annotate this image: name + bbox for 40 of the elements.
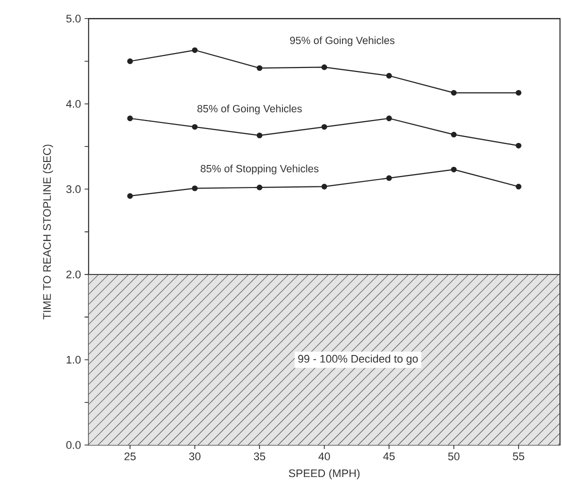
point xyxy=(386,72,392,79)
band-label: 99 - 100% Decided to go xyxy=(298,354,418,365)
point xyxy=(127,58,133,64)
y-tick-label: 1.0 xyxy=(66,356,81,364)
x-tick-label: 35 xyxy=(254,452,266,460)
point xyxy=(386,175,392,181)
point xyxy=(127,116,133,122)
point xyxy=(450,132,457,138)
point xyxy=(127,193,133,199)
y-tick-label: 3.0 xyxy=(66,185,81,194)
y-tick-label: 2.0 xyxy=(66,270,81,278)
x-tick-label: 50 xyxy=(448,452,460,460)
point xyxy=(256,184,262,190)
series-label: 85% of Going Vehicles xyxy=(197,104,302,114)
x-tick-label: 40 xyxy=(318,452,330,460)
point xyxy=(192,47,198,53)
x-axis-title: SPEED (MPH) xyxy=(288,469,360,480)
y-tick-label: 0.0 xyxy=(66,441,81,449)
point xyxy=(321,124,328,130)
point xyxy=(256,132,262,138)
point xyxy=(516,184,522,190)
point xyxy=(386,116,392,122)
point xyxy=(450,166,457,172)
x-tick-label: 45 xyxy=(383,452,395,460)
point xyxy=(516,142,522,149)
text: 95% of Going Vehicles xyxy=(290,36,394,46)
point xyxy=(516,90,522,96)
point xyxy=(450,90,457,96)
point xyxy=(321,184,328,190)
point xyxy=(192,124,198,130)
x-tick-label: 30 xyxy=(189,452,200,460)
point xyxy=(321,64,328,70)
point xyxy=(192,185,198,192)
y-axis-title: TIME TO REACH STOPLINE (SEC) xyxy=(42,144,54,320)
point xyxy=(256,65,262,71)
y-tick-label: 4.0 xyxy=(66,100,81,108)
x-tick-label: 55 xyxy=(512,452,524,460)
series-label: 85% of Stopping Vehicles xyxy=(200,164,318,174)
y-tick-label: 5.0 xyxy=(66,14,81,22)
x-tick-label: 25 xyxy=(124,452,136,460)
